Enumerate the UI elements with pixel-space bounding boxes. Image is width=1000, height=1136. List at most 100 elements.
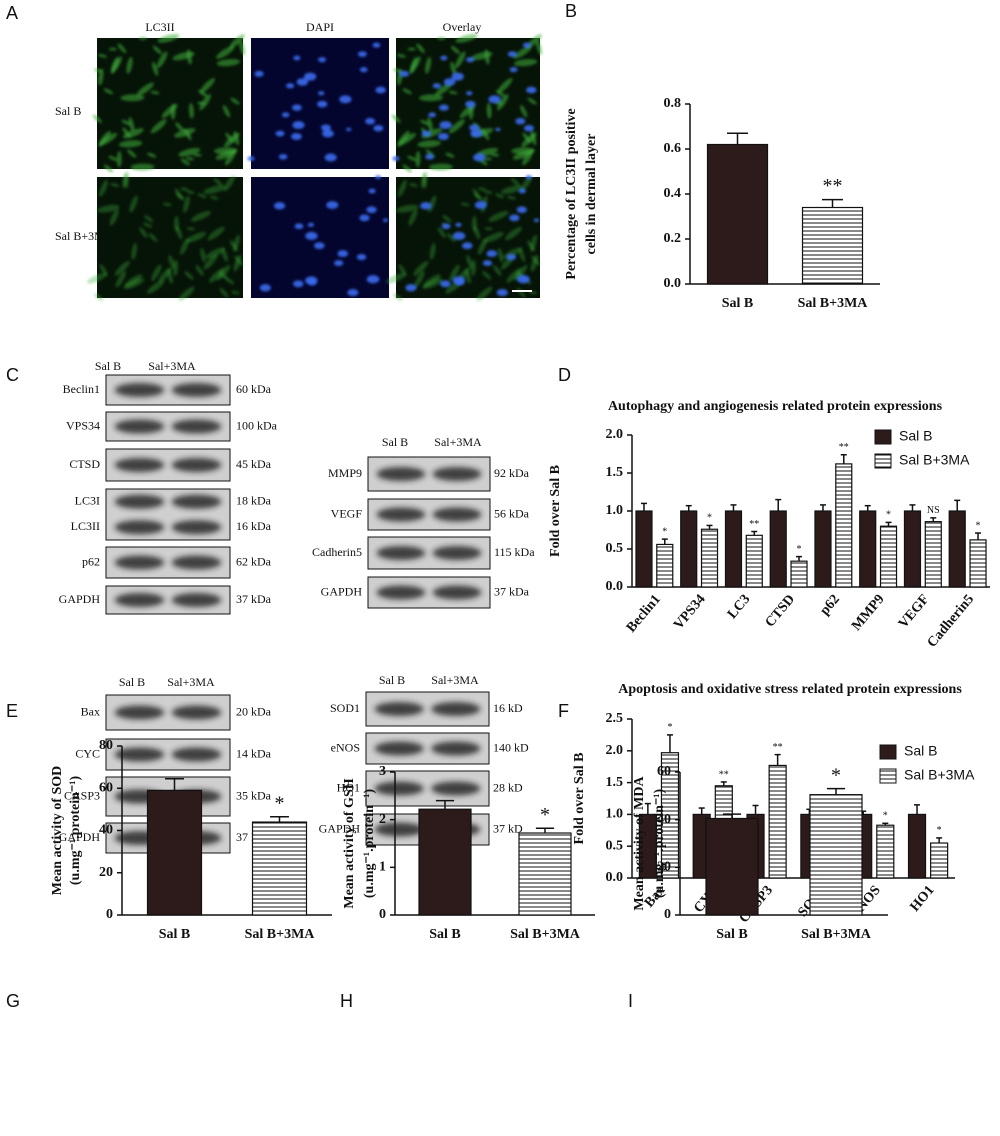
lc3-signal — [157, 51, 168, 68]
lc3-signal — [136, 82, 154, 96]
lc3-signal — [449, 264, 460, 282]
significance: NS — [927, 505, 940, 516]
lc3-signal — [391, 114, 401, 123]
size-label: 18 kDa — [236, 494, 272, 508]
protein-label: MMP9 — [328, 466, 362, 480]
chart-title: Apoptosis and oxidative stress related p… — [618, 682, 962, 697]
lc3-signal — [446, 233, 456, 242]
bar — [251, 821, 308, 916]
micrograph-content — [92, 33, 246, 173]
x-tick-label: CTSD — [763, 592, 799, 630]
lc3-signal — [429, 242, 436, 260]
lc3-signal — [207, 226, 225, 241]
lc3-signal — [486, 103, 492, 119]
bar — [745, 534, 763, 588]
blot-band — [376, 585, 426, 600]
significance: ** — [749, 519, 759, 530]
size-label: 45 kDa — [236, 457, 272, 471]
lc3-signal — [103, 164, 113, 173]
lc3-signal — [473, 225, 481, 240]
protein-label: Bax — [81, 704, 100, 718]
y-tick-label: 1 — [379, 860, 386, 875]
lc3-signal — [103, 88, 114, 95]
panel-letter: D — [558, 365, 571, 385]
nucleus — [523, 124, 534, 132]
blot-band — [376, 467, 426, 481]
y-axis-label: (u.mg⁻¹.protein⁻¹) — [652, 789, 667, 899]
nucleus — [254, 70, 264, 77]
bar — [769, 510, 787, 588]
nucleus — [339, 95, 352, 104]
nucleus — [334, 260, 344, 267]
significance: * — [976, 520, 981, 531]
lc3-signal — [114, 261, 130, 276]
blot-band — [431, 741, 481, 756]
y-tick-label: 0.8 — [664, 96, 682, 111]
size-label: 16 kD — [493, 701, 523, 715]
nucleus — [322, 129, 334, 138]
lane-label: Sal+3MA — [431, 673, 479, 687]
nucleus — [337, 250, 349, 258]
lc3-signal — [175, 192, 186, 201]
lc3-signal — [183, 195, 190, 213]
x-tick-label: MMP9 — [849, 592, 887, 634]
y-tick-label: 1.5 — [606, 775, 624, 790]
lc3-signal — [115, 271, 126, 288]
nucleus — [469, 124, 480, 131]
lc3-signal — [172, 51, 195, 61]
y-axis-label: Percentage of LC3II positive — [564, 108, 579, 279]
lc3-signal — [477, 187, 487, 191]
legend-label: Sal B+3MA — [904, 767, 975, 783]
protein-label: GAPDH — [59, 592, 101, 606]
lc3-signal — [223, 175, 236, 192]
protein-label: GAPDH — [59, 830, 101, 844]
nucleus — [293, 280, 304, 288]
size-label: 28 kD — [493, 780, 523, 794]
lc3-signal — [150, 119, 167, 134]
blot-band — [432, 467, 482, 481]
panel-letter: C — [6, 365, 19, 385]
lc3-signal — [230, 97, 240, 105]
size-label: 20 kDa — [236, 704, 272, 718]
lc3-signal — [386, 272, 407, 284]
lc3-signal — [117, 43, 127, 54]
lc3-signal — [213, 177, 223, 187]
nucleus — [324, 153, 337, 162]
lc3-signal — [209, 195, 219, 200]
bar — [948, 510, 966, 588]
lc3-signal — [398, 179, 407, 197]
lc3-signal — [393, 293, 403, 301]
lc3-signal — [98, 133, 118, 146]
blot-band — [114, 419, 165, 434]
nucleus — [428, 112, 436, 118]
blot-band — [171, 419, 222, 434]
protein-label: LC3I — [75, 494, 100, 508]
lc3-signal — [460, 202, 470, 207]
bar — [903, 510, 922, 588]
lc3-signal — [518, 248, 526, 262]
y-tick-label: 80 — [99, 738, 113, 753]
lc3-signal — [428, 163, 453, 171]
lc3-signal — [419, 94, 443, 102]
lc3-signal — [109, 208, 119, 226]
lc3-signal — [437, 227, 446, 238]
bar — [418, 808, 472, 916]
lc3-signal — [482, 271, 492, 280]
protein-label: eNOS — [331, 740, 360, 754]
nucleus — [425, 154, 434, 160]
micrograph-content — [87, 171, 243, 301]
lc3-signal — [96, 204, 120, 213]
panel-letter: B — [565, 1, 577, 21]
nucleus — [496, 288, 508, 297]
lc3-signal — [483, 231, 504, 243]
lc3-signal — [184, 271, 194, 280]
nucleus — [515, 117, 526, 125]
nucleus — [313, 242, 325, 250]
lc3-signal — [402, 164, 412, 173]
nucleus — [465, 100, 476, 108]
y-tick-label: 2.0 — [606, 427, 624, 442]
nucleus — [293, 55, 301, 61]
nucleus — [382, 218, 389, 223]
lc3-signal — [225, 149, 237, 166]
bar — [907, 813, 927, 879]
